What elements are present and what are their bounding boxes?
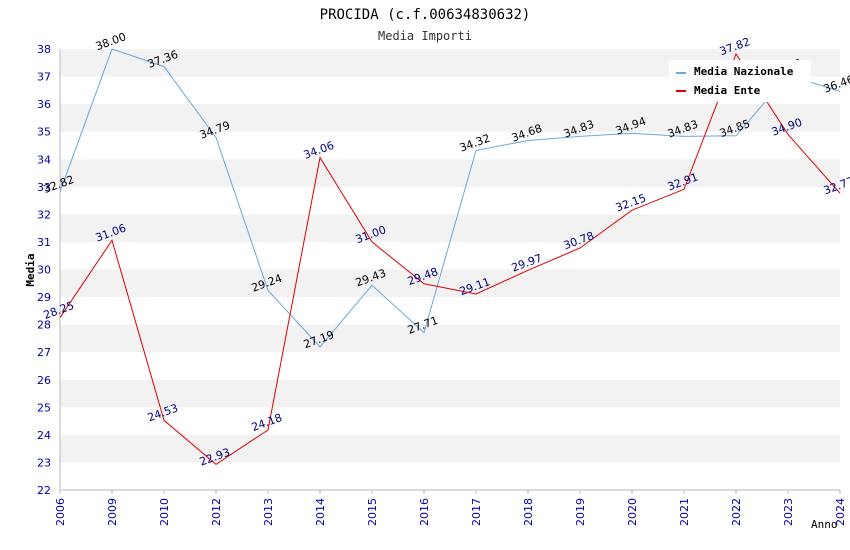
grid-band (60, 104, 840, 132)
y-tick-label: 35 (37, 126, 51, 139)
grid-band (60, 379, 840, 408)
grid-band (60, 297, 840, 325)
legend-label-media-nazionale: Media Nazionale (694, 65, 794, 78)
grid-band (60, 352, 840, 380)
y-tick-label: 28 (37, 319, 51, 332)
x-tick-label: 2019 (574, 498, 587, 526)
x-tick-label: 2016 (418, 498, 431, 526)
grid-band (60, 241, 840, 270)
x-tick-label: 2009 (106, 498, 119, 526)
grid-band (60, 407, 840, 435)
x-tick-label: 2020 (626, 498, 639, 526)
x-tick-label: 2017 (470, 498, 483, 526)
x-axis-label: Anno (811, 518, 838, 531)
x-tick-label: 2015 (366, 498, 379, 526)
x-tick-label: 2006 (54, 498, 67, 526)
grid-band (60, 462, 840, 490)
x-tick-label: 2013 (262, 498, 275, 526)
x-tick-label: 2023 (782, 498, 795, 526)
grid-band (60, 186, 840, 215)
x-tick-label: 2012 (210, 498, 223, 526)
legend-label-media-ente: Media Ente (694, 84, 761, 97)
axes: 22 23 24 25 26 27 28 29 30 31 32 33 34 35 36 37 38 2006 20… (37, 43, 847, 526)
y-tick-label: 37 (37, 71, 51, 84)
x-tick-label: 2022 (730, 498, 743, 526)
y-tick-label: 34 (37, 153, 51, 166)
y-tick-label: 36 (37, 98, 51, 111)
y-axis-label: Media (24, 253, 37, 286)
y-tick-label: 32 (37, 208, 51, 221)
grid-band (60, 434, 840, 463)
legend: Media Nazionale Media Ente (669, 60, 811, 102)
x-tick-label: 2014 (314, 498, 327, 526)
y-tick-label: 23 (37, 456, 51, 469)
legend-box (669, 60, 811, 102)
grid-band (60, 214, 840, 242)
chart-subtitle: Media Importi (378, 29, 472, 43)
y-tick-label: 31 (37, 236, 51, 249)
grid-bands (60, 49, 840, 490)
series-line-media-nazionale (59, 48, 841, 348)
series-layer (59, 48, 841, 466)
grid-band (60, 269, 840, 298)
x-tick-label: 2024 (834, 498, 847, 526)
y-tick-label: 25 (37, 401, 51, 414)
y-tick-label: 38 (37, 43, 51, 56)
series-line-media-ente (59, 52, 841, 466)
x-tick-label: 2018 (522, 498, 535, 526)
y-tick-label: 29 (37, 291, 51, 304)
y-tick-label: 22 (37, 484, 51, 497)
grid-band (60, 159, 840, 187)
y-tick-label: 27 (37, 346, 51, 359)
grid-band (60, 324, 840, 353)
y-tick-label: 24 (37, 429, 51, 442)
x-tick-label: 2021 (678, 498, 691, 526)
x-tick-label: 2010 (158, 498, 171, 526)
chart-title: PROCIDA (c.f.00634830632) (320, 7, 531, 23)
y-tick-label: 33 (37, 181, 51, 194)
y-tick-label: 26 (37, 374, 51, 387)
y-tick-label: 30 (37, 264, 51, 277)
